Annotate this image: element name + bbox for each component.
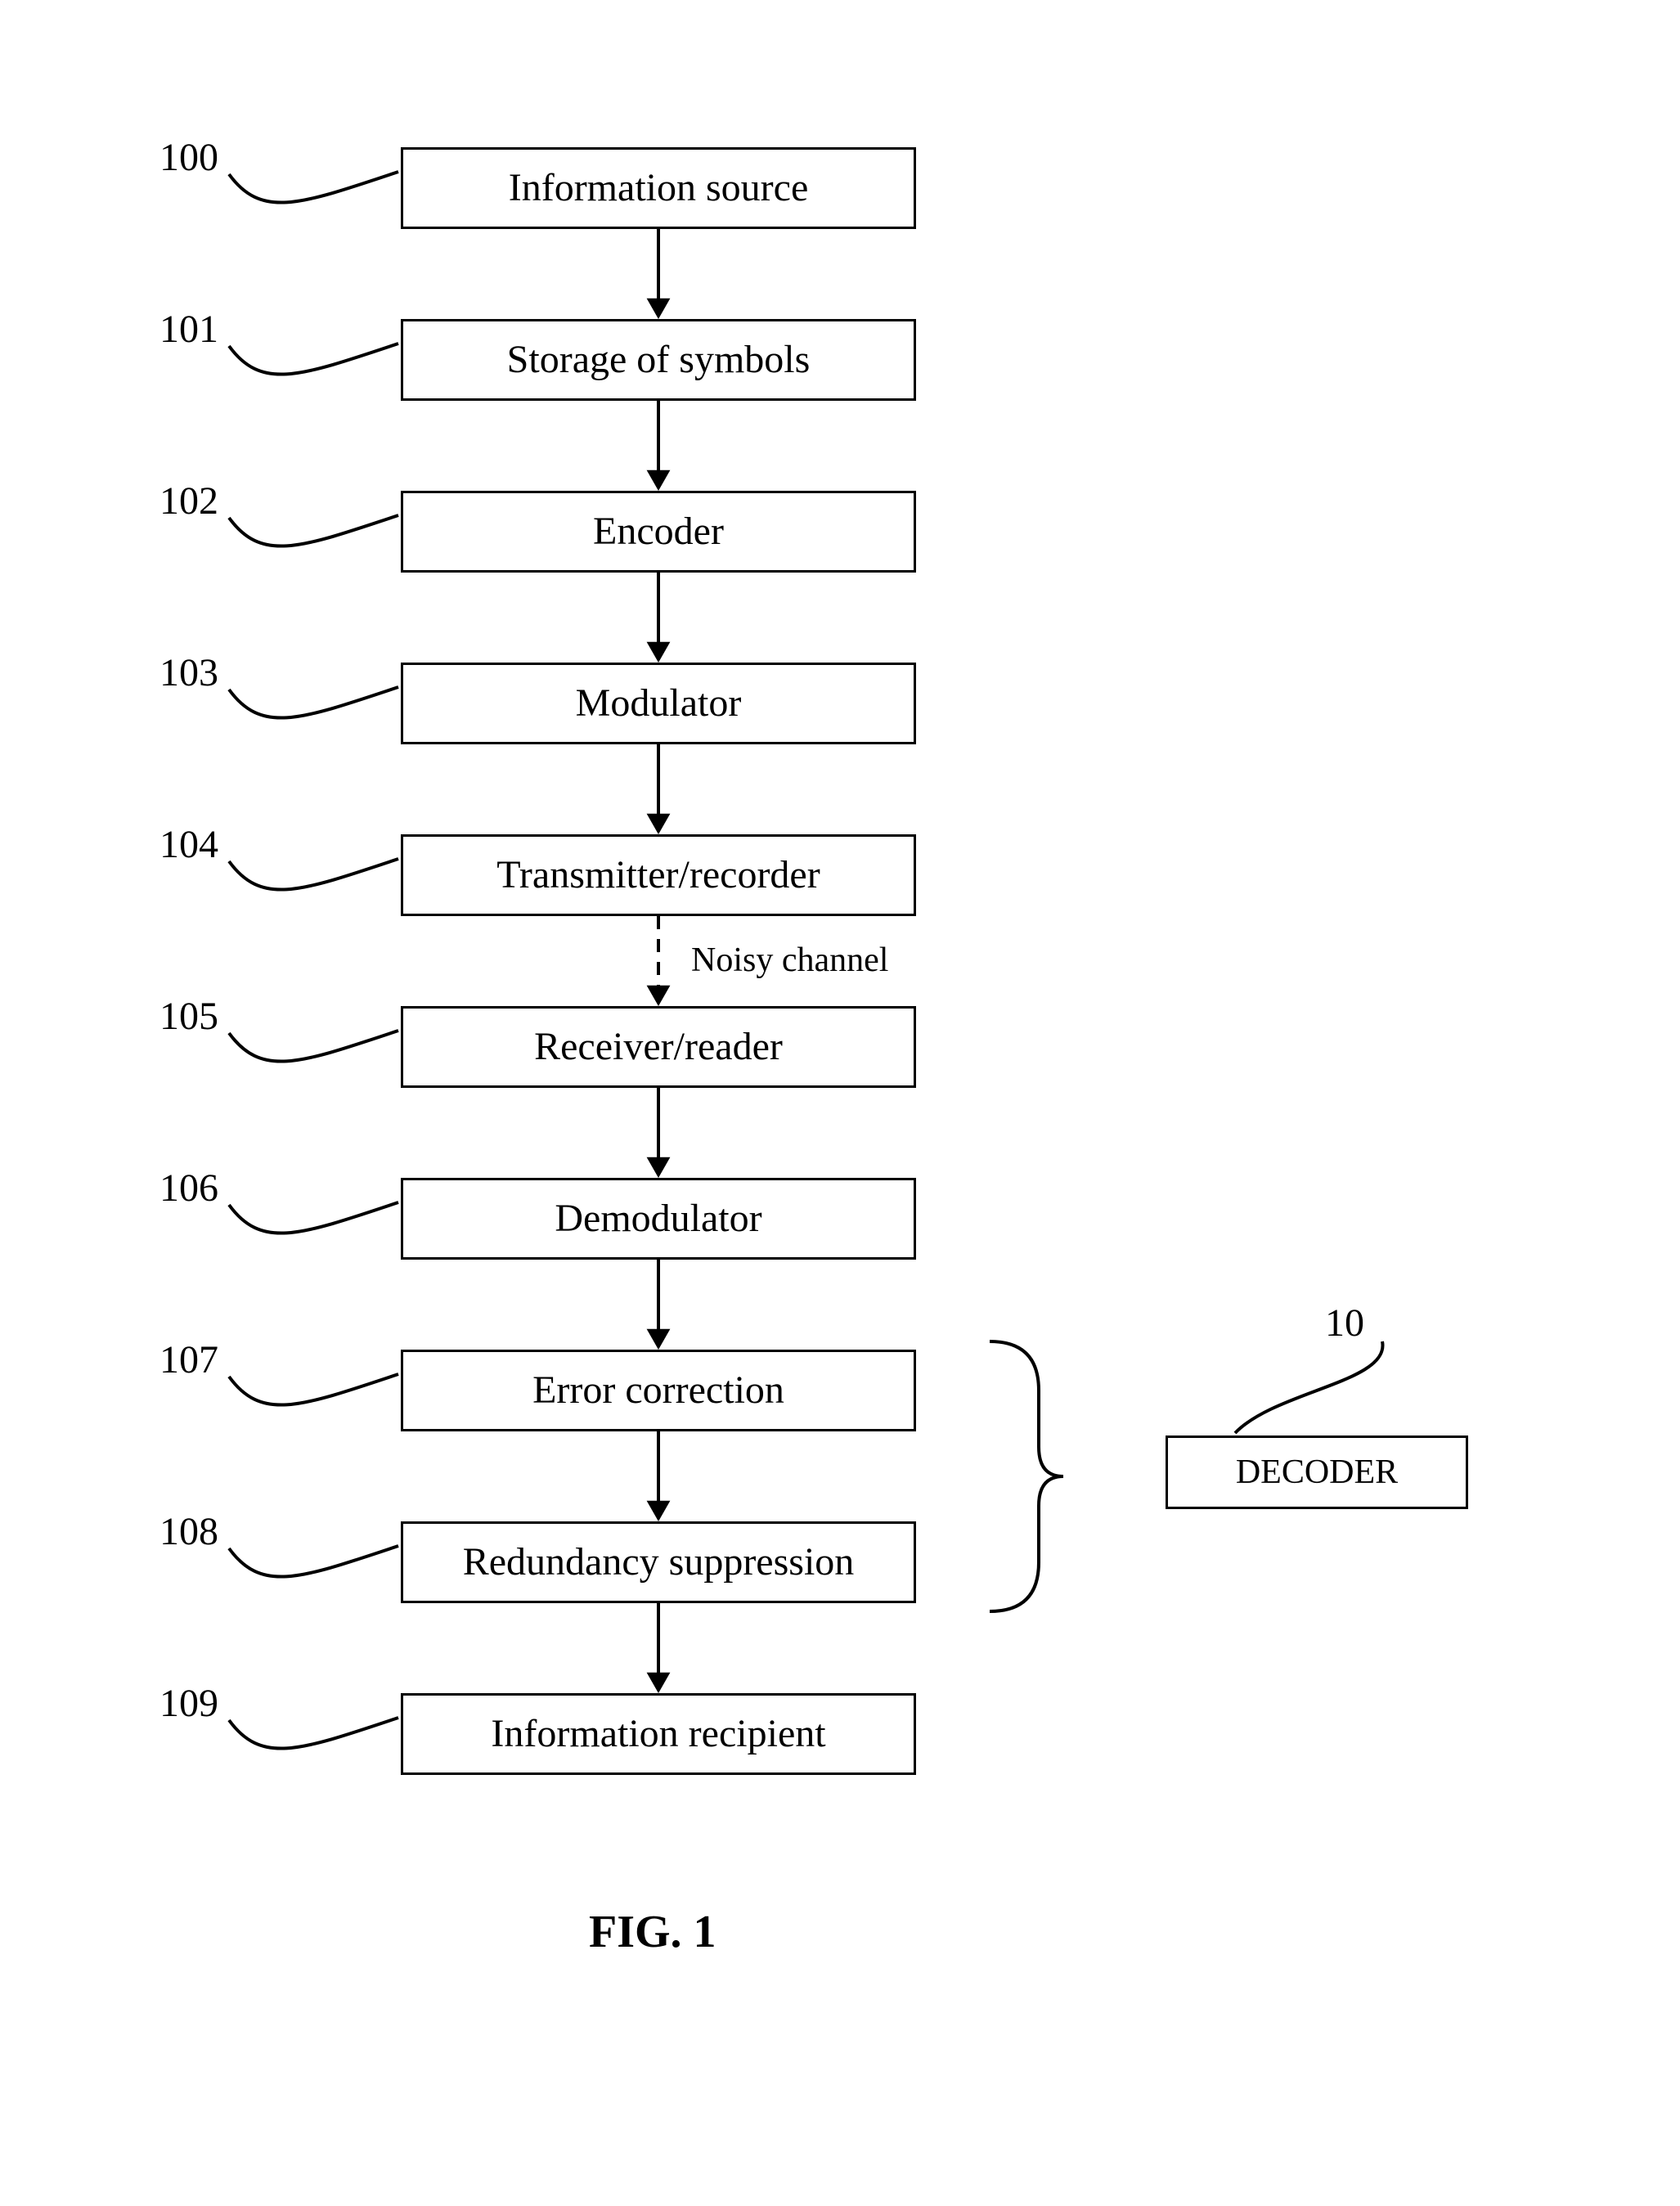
flowchart-box-101: Storage of symbols (401, 319, 916, 401)
ref-label-106: 106 (159, 1166, 218, 1211)
ref-label-105: 105 (159, 994, 218, 1039)
flowchart-box-label: Modulator (576, 684, 742, 723)
flowchart-box-label: Receiver/reader (534, 1027, 783, 1067)
flowchart-box-label: Encoder (593, 512, 724, 551)
decoder-box: DECODER (1166, 1435, 1468, 1509)
flowchart-box-100: Information source (401, 147, 916, 229)
ref-label-107: 107 (159, 1337, 218, 1382)
flowchart-box-107: Error correction (401, 1350, 916, 1431)
ref-label-101: 101 (159, 307, 218, 352)
noisy-channel-label: Noisy channel (691, 941, 888, 980)
ref-label-103: 103 (159, 650, 218, 695)
ref-label-109: 109 (159, 1681, 218, 1726)
flowchart-box-label: Information source (509, 168, 809, 208)
ref-label-100: 100 (159, 135, 218, 180)
decoder-box-label: DECODER (1236, 1455, 1398, 1489)
flowchart-box-106: Demodulator (401, 1178, 916, 1260)
flowchart-box-105: Receiver/reader (401, 1006, 916, 1088)
flowchart-box-109: Information recipient (401, 1693, 916, 1775)
figure-label: FIG. 1 (589, 1906, 716, 1958)
flowchart-box-label: Error correction (532, 1371, 784, 1410)
ref-label-108: 108 (159, 1509, 218, 1554)
flowchart-box-label: Redundancy suppression (463, 1543, 855, 1582)
ref-label-102: 102 (159, 478, 218, 523)
flowchart-box-108: Redundancy suppression (401, 1521, 916, 1603)
decoder-ref-label: 10 (1325, 1301, 1364, 1346)
flowchart-box-102: Encoder (401, 491, 916, 573)
flowchart-box-104: Transmitter/recorder (401, 834, 916, 916)
flowchart-box-103: Modulator (401, 663, 916, 744)
flowchart-box-label: Transmitter/recorder (496, 856, 820, 895)
flowchart-box-label: Storage of symbols (507, 340, 811, 380)
ref-label-104: 104 (159, 822, 218, 867)
flowchart-box-label: Information recipient (491, 1714, 825, 1754)
flowchart-box-label: Demodulator (555, 1199, 761, 1238)
